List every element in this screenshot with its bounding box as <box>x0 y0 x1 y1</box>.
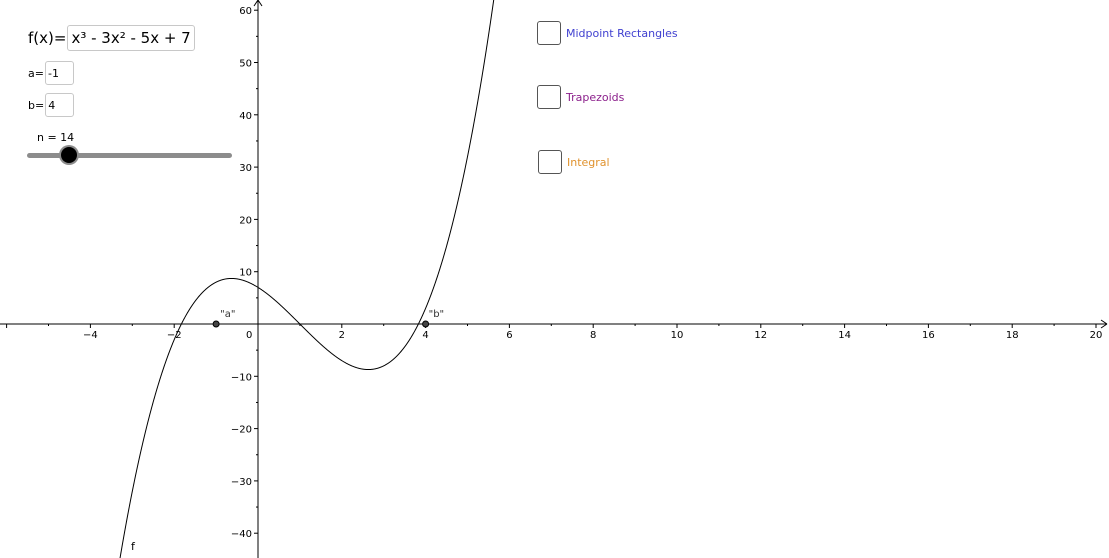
x-tick-label: −4 <box>83 330 98 341</box>
checkbox-trapezoids-label[interactable]: Trapezoids <box>566 90 625 104</box>
point-b[interactable] <box>422 320 430 328</box>
function-input-field[interactable] <box>67 25 196 51</box>
param-b-input[interactable] <box>45 93 75 117</box>
y-tick-label: 40 <box>239 111 252 122</box>
y-tick-label: −40 <box>231 529 252 540</box>
point-a-label: "a" <box>220 309 235 320</box>
checkbox-integral[interactable] <box>538 150 562 174</box>
function-input-label: f(x)= <box>28 29 67 47</box>
x-tick-label: 4 <box>422 330 428 341</box>
param-a-input[interactable] <box>44 61 74 85</box>
y-tick-label: −10 <box>231 372 252 383</box>
x-tick-label: 10 <box>671 330 684 341</box>
function-curve-f[interactable] <box>117 0 497 558</box>
checkbox-row-integral[interactable]: Integral <box>538 150 610 174</box>
checkbox-row-trapezoids[interactable]: Trapezoids <box>537 85 624 109</box>
param-a-row: a= <box>28 61 74 85</box>
x-tick-label: 0 <box>246 330 252 341</box>
x-axis-arrow-lower <box>1100 323 1108 329</box>
x-tick-label: 2 <box>339 330 345 341</box>
x-tick-label: 12 <box>754 330 767 341</box>
checkbox-integral-label[interactable]: Integral <box>567 155 610 169</box>
x-axis-arrow-upper <box>1100 319 1108 325</box>
curve-label-f: f <box>131 540 136 553</box>
checkbox-row-midpoint[interactable]: Midpoint Rectangles <box>537 21 678 45</box>
point-b-label: "b" <box>429 309 445 320</box>
x-tick-label: 20 <box>1090 330 1103 341</box>
y-tick-label: 50 <box>239 59 252 70</box>
x-tick-label: −2 <box>167 330 182 341</box>
checkbox-midpoint-rectangles[interactable] <box>537 21 561 45</box>
x-tick-label: 14 <box>838 330 851 341</box>
function-input-row: f(x)= <box>28 25 196 51</box>
checkbox-midpoint-label[interactable]: Midpoint Rectangles <box>566 26 678 40</box>
x-tick-label: 18 <box>1006 330 1019 341</box>
slider-n-caption: n = 14 <box>37 131 75 144</box>
axis-ticks: −4 −2 0 2 4 6 8 10 12 14 16 18 20605040302010−10−20−… <box>6 6 1103 540</box>
param-b-label: b= <box>28 98 45 112</box>
x-tick-label: 8 <box>590 330 596 341</box>
slider-n-track[interactable] <box>27 153 232 158</box>
slider-n-handle[interactable] <box>60 147 77 163</box>
point-a[interactable] <box>212 320 220 328</box>
x-tick-label: 16 <box>922 330 935 341</box>
x-tick-label: 6 <box>506 330 512 341</box>
param-b-row: b= <box>28 93 75 117</box>
y-tick-label: 60 <box>239 6 252 17</box>
y-axis-arrow-left <box>253 0 259 7</box>
y-tick-label: −30 <box>231 477 252 488</box>
y-tick-label: 10 <box>239 268 252 279</box>
param-a-label: a= <box>28 66 44 80</box>
y-tick-label: −20 <box>231 425 252 436</box>
y-axis-arrow-right <box>257 0 263 7</box>
y-tick-label: 30 <box>239 163 252 174</box>
checkbox-trapezoids[interactable] <box>537 85 561 109</box>
y-tick-label: 20 <box>239 215 252 226</box>
